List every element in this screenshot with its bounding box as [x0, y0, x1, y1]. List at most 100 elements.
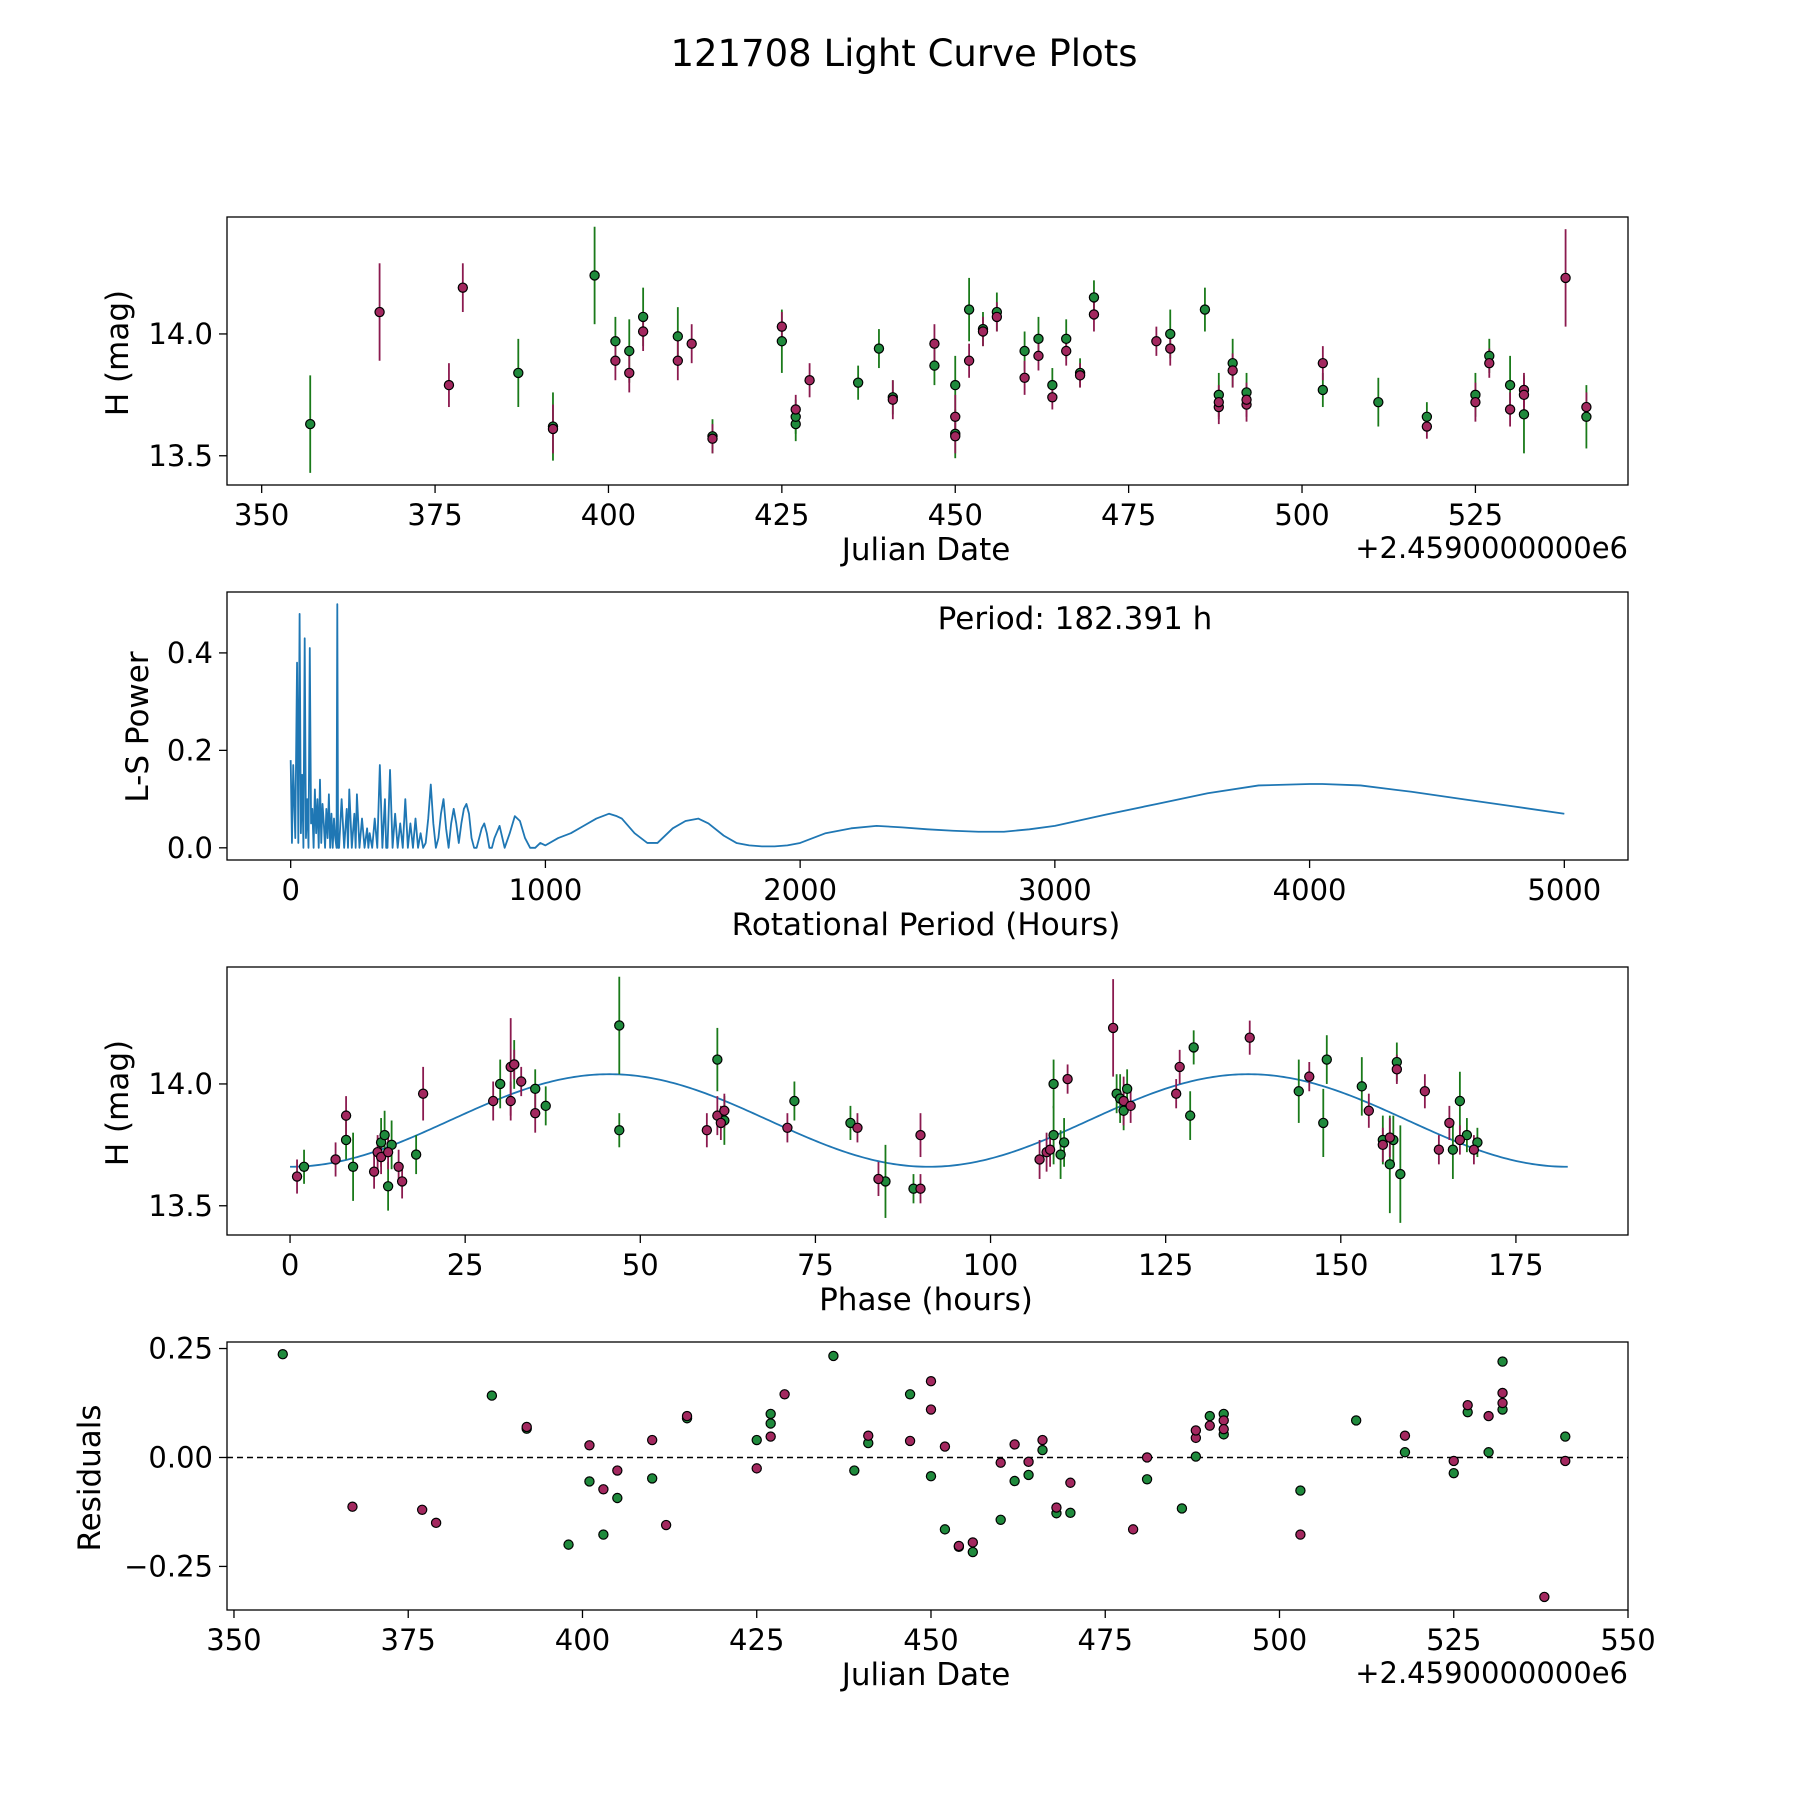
ls-power-line [289, 603, 1565, 849]
green-data-point [828, 1350, 839, 1362]
magenta-data-point [929, 338, 940, 349]
phasefold-ylabel: H (mag) [100, 1040, 136, 1166]
magenta-data-point [374, 306, 385, 318]
axes-frame [226, 591, 1629, 861]
period-annotation: Period: 182.391 h [938, 601, 1213, 637]
magenta-data-point [1033, 350, 1044, 362]
magenta-data-point [1462, 1399, 1473, 1411]
green-data-point [614, 1125, 625, 1136]
green-data-point [1184, 1110, 1196, 1121]
green-data-point [1048, 1129, 1059, 1141]
magenta-data-point [1165, 343, 1176, 354]
green-data-point [789, 1095, 800, 1107]
green-data-point [624, 345, 635, 357]
magenta-data-point [1377, 1139, 1389, 1151]
magenta-data-point [1483, 1410, 1494, 1422]
magenta-data-point [1044, 1144, 1056, 1155]
green-data-point [1321, 1054, 1332, 1065]
xtick-label: 500 [1252, 1623, 1307, 1657]
ytick-label: 14.0 [148, 1067, 213, 1101]
xtick-label: 50 [622, 1248, 659, 1282]
green-data-point [939, 1524, 951, 1535]
magenta-data-point [598, 1484, 609, 1495]
magenta-data-point [1419, 1086, 1431, 1097]
green-data-point [1295, 1485, 1306, 1496]
green-data-point [1581, 411, 1592, 422]
green-data-point [1188, 1042, 1199, 1053]
lightcurve-panel: Julian Date H (mag) +2.4590000000e6 350 3… [100, 216, 1629, 568]
magenta-data-point [393, 1161, 404, 1172]
magenta-data-point [516, 1076, 527, 1087]
magenta-data-point [672, 355, 684, 366]
ytick-label: −0.25 [124, 1549, 213, 1583]
xtick-label: 400 [555, 1623, 610, 1657]
magenta-data-point [1399, 1430, 1411, 1441]
green-data-point [305, 418, 316, 430]
green-data-point [1504, 379, 1516, 391]
figure-title: 121708 Light Curve Plots [670, 32, 1137, 75]
xtick-label: 525 [1448, 498, 1503, 532]
xtick-label: 350 [206, 1623, 261, 1657]
magenta-data-point [660, 1519, 672, 1531]
green-data-point [845, 1117, 856, 1129]
green-data-point [1165, 328, 1176, 340]
magenta-data-point [1317, 357, 1329, 369]
magenta-data-point [584, 1440, 595, 1451]
magenta-data-point [925, 1376, 937, 1387]
xtick-label: 3000 [1018, 873, 1092, 907]
magenta-data-point [624, 367, 635, 379]
xtick-label: 400 [581, 498, 636, 532]
magenta-data-point [782, 1122, 793, 1134]
green-data-point [1199, 304, 1211, 315]
magenta-data-point [776, 321, 788, 332]
xtick-label: 100 [963, 1248, 1018, 1282]
magenta-data-point [1125, 1100, 1136, 1112]
green-data-point [925, 1471, 937, 1482]
green-data-point [1560, 1431, 1571, 1442]
green-data-point [849, 1465, 860, 1476]
ytick-label: 0.4 [167, 636, 213, 670]
green-data-point [852, 377, 864, 388]
magenta-data-point [1118, 1095, 1129, 1107]
magenta-data-point [1448, 1455, 1459, 1467]
green-data-point [873, 343, 885, 354]
green-data-point [584, 1476, 595, 1487]
green-data-point [410, 1149, 422, 1160]
xtick-label: 0 [281, 873, 299, 907]
magenta-data-point [1151, 336, 1162, 347]
xtick-label: 425 [729, 1623, 784, 1657]
green-data-point [950, 379, 961, 391]
axes-frame [226, 1341, 1629, 1611]
green-data-point [1055, 1149, 1066, 1160]
periodogram-ylabel: L-S Power [120, 651, 156, 802]
periodogram-panel: Rotational Period (Hours) L-S Power Peri… [120, 591, 1629, 943]
green-data-point [1047, 379, 1058, 391]
green-data-point [765, 1408, 776, 1420]
magenta-data-point [887, 394, 899, 405]
magenta-data-point [530, 1107, 541, 1119]
magenta-data-point [686, 338, 697, 349]
magenta-data-point [953, 1540, 965, 1552]
magenta-data-point [1141, 1452, 1153, 1463]
magenta-data-point [1037, 1434, 1048, 1446]
magenta-data-point [1204, 1420, 1215, 1431]
magenta-data-point [939, 1441, 951, 1452]
magenta-data-point [430, 1517, 442, 1529]
axes-frame [226, 966, 1629, 1236]
green-data-point [1384, 1159, 1396, 1170]
magenta-data-point [995, 1457, 1006, 1468]
green-data-point [1121, 1083, 1133, 1095]
magenta-data-point [637, 326, 649, 337]
magenta-data-point [1088, 309, 1100, 320]
magenta-data-point [904, 1435, 916, 1447]
phasefold-xlabel: Phase (hours) [819, 1282, 1033, 1318]
magenta-data-point [1444, 1117, 1455, 1129]
periodogram-xlabel: Rotational Period (Hours) [732, 907, 1121, 943]
magenta-data-point [505, 1095, 516, 1107]
magenta-data-point [612, 1465, 623, 1476]
green-data-point [1048, 1078, 1059, 1090]
magenta-data-point [1518, 389, 1530, 401]
green-data-point [379, 1129, 390, 1141]
green-data-point [1023, 1469, 1034, 1481]
